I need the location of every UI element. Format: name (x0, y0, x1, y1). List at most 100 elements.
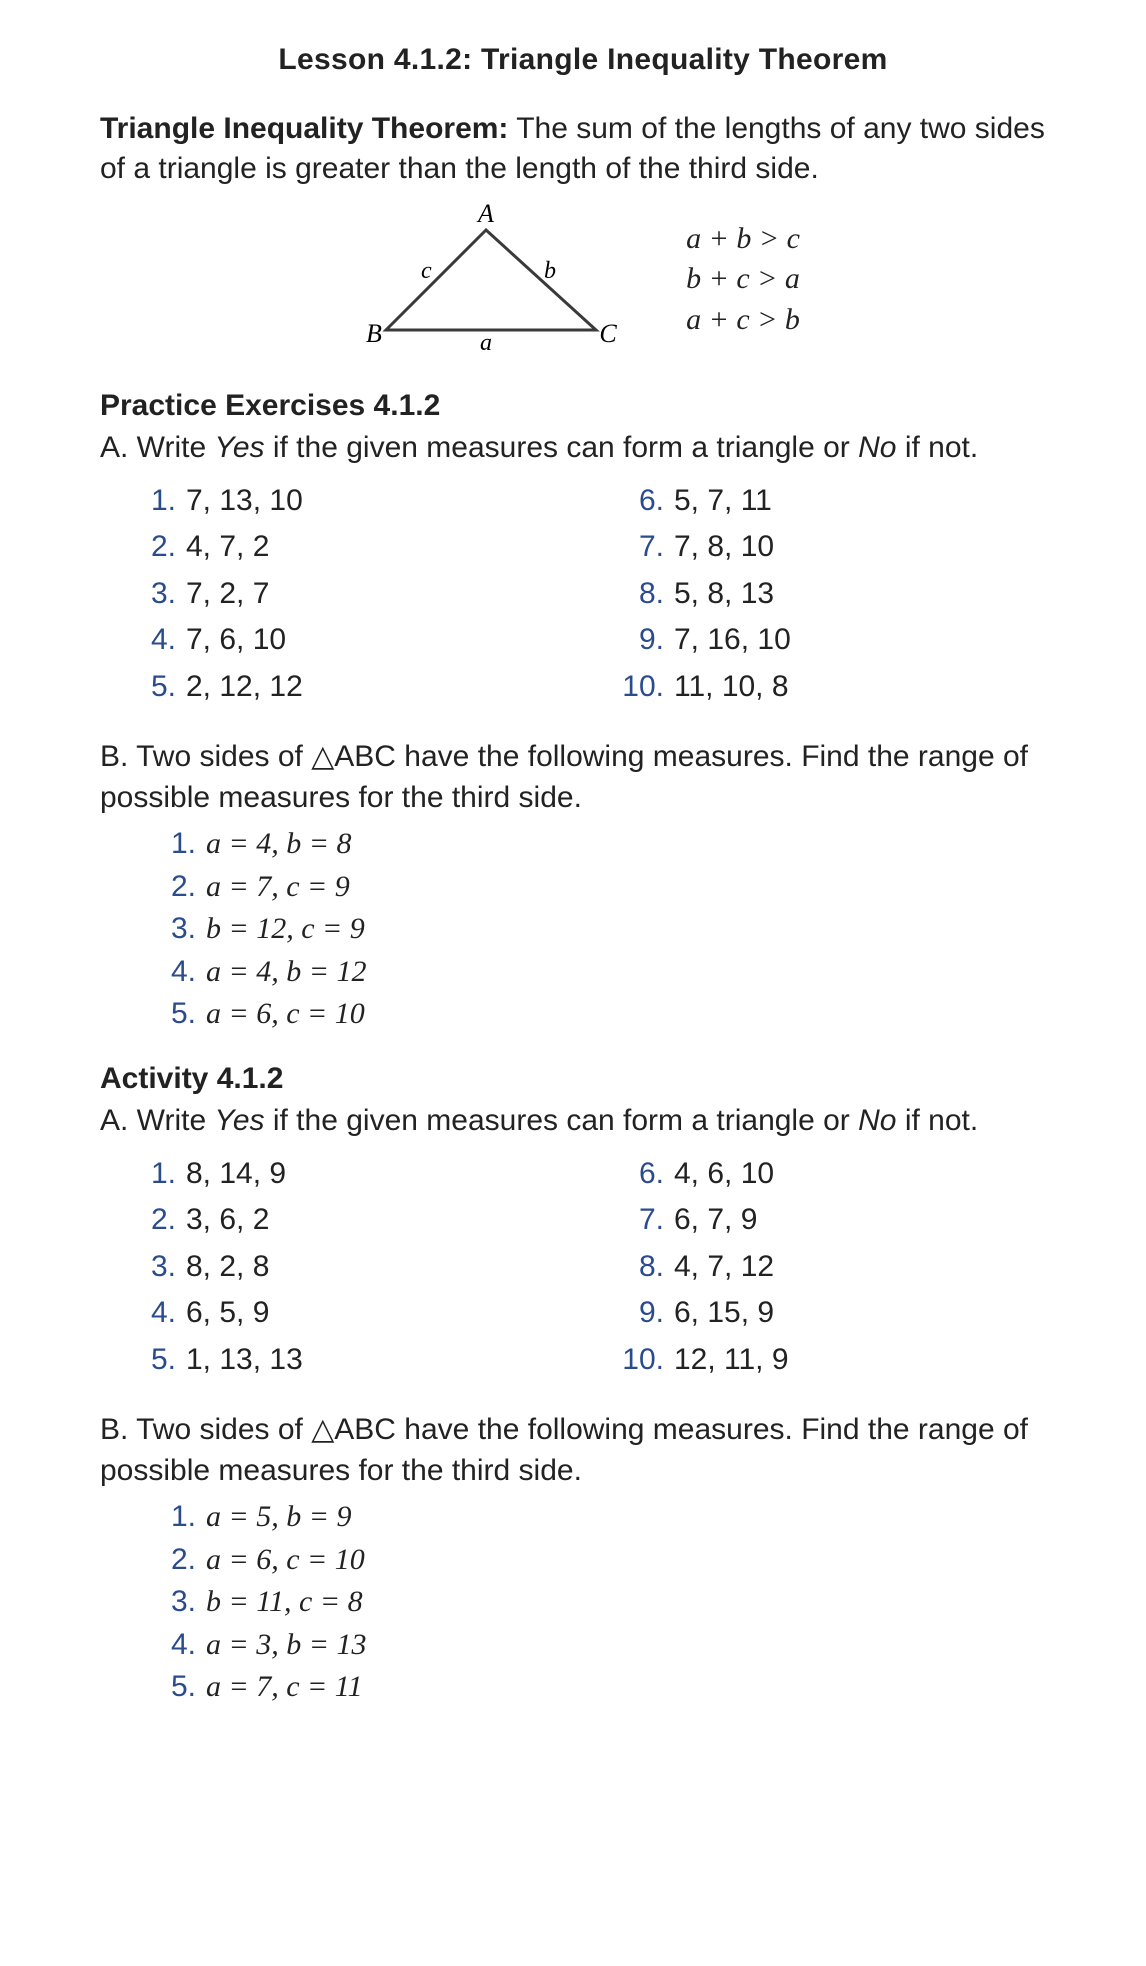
item-number: 3. (150, 909, 206, 950)
item-value: 5, 8, 13 (674, 574, 774, 615)
list-item: 9.6, 15, 9 (618, 1293, 1066, 1334)
list-item: 3.b = 12, c = 9 (150, 909, 1066, 950)
item-number: 10. (618, 667, 674, 708)
list-item: 4.6, 5, 9 (130, 1293, 578, 1334)
item-value: 8, 14, 9 (186, 1154, 286, 1195)
item-value: a = 7, c = 11 (206, 1667, 363, 1708)
item-number: 4. (150, 1625, 206, 1666)
item-number: 4. (130, 620, 186, 661)
item-number: 4. (130, 1293, 186, 1334)
activity-a-prompt-mid: if the given measures can form a triangl… (265, 1104, 859, 1137)
side-c-label: c (421, 258, 432, 284)
list-item: 4.a = 3, b = 13 (150, 1625, 1066, 1666)
item-number: 9. (618, 1293, 674, 1334)
item-value: 1, 13, 13 (186, 1340, 303, 1381)
triangle-diagram: A B C c b a (366, 200, 626, 360)
item-value: a = 4, b = 12 (206, 952, 367, 993)
list-item: 1.7, 13, 10 (130, 481, 578, 522)
practice-heading: Practice Exercises 4.1.2 (100, 386, 1066, 427)
item-number: 2. (130, 527, 186, 568)
item-number: 6. (618, 481, 674, 522)
list-item: 6.5, 7, 11 (618, 481, 1066, 522)
item-number: 7. (618, 1200, 674, 1241)
side-a-label: a (480, 330, 492, 356)
practice-a-prompt-post: if not. (897, 431, 979, 464)
activity-a-col-right: 6.4, 6, 10 7.6, 7, 9 8.4, 7, 12 9.6, 15,… (618, 1148, 1066, 1387)
item-number: 1. (150, 824, 206, 865)
item-value: 7, 6, 10 (186, 620, 286, 661)
activity-a-list: 1.8, 14, 9 2.3, 6, 2 3.8, 2, 8 4.6, 5, 9… (130, 1148, 1066, 1387)
list-item: 8.5, 8, 13 (618, 574, 1066, 615)
item-value: 8, 2, 8 (186, 1247, 269, 1288)
vertex-C-label: C (599, 319, 617, 348)
item-value: 12, 11, 9 (674, 1340, 789, 1381)
practice-b-prompt: B. Two sides of △ABC have the following … (100, 737, 1066, 818)
item-value: a = 7, c = 9 (206, 867, 350, 908)
list-item: 3.7, 2, 7 (130, 574, 578, 615)
practice-a-col-left: 1.7, 13, 10 2.4, 7, 2 3.7, 2, 7 4.7, 6, … (130, 475, 578, 714)
item-value: 4, 7, 2 (186, 527, 269, 568)
item-number: 2. (150, 1540, 206, 1581)
activity-b-list: 1.a = 5, b = 9 2.a = 6, c = 10 3.b = 11,… (150, 1497, 1066, 1708)
vertex-B-label: B (366, 319, 382, 348)
list-item: 10.11, 10, 8 (618, 667, 1066, 708)
list-item: 7.7, 8, 10 (618, 527, 1066, 568)
item-value: a = 4, b = 8 (206, 824, 352, 865)
item-value: 6, 7, 9 (674, 1200, 757, 1241)
activity-a-col-left: 1.8, 14, 9 2.3, 6, 2 3.8, 2, 8 4.6, 5, 9… (130, 1148, 578, 1387)
list-item: 3.b = 11, c = 8 (150, 1582, 1066, 1623)
list-item: 2.a = 6, c = 10 (150, 1540, 1066, 1581)
item-number: 1. (130, 1154, 186, 1195)
item-number: 5. (130, 1340, 186, 1381)
list-item: 1.8, 14, 9 (130, 1154, 578, 1195)
inequality-2: b + c > a (686, 259, 800, 300)
item-number: 3. (150, 1582, 206, 1623)
inequality-1: a + b > c (686, 219, 800, 260)
inequalities: a + b > c b + c > a a + c > b (686, 219, 800, 341)
item-number: 1. (130, 481, 186, 522)
item-value: 7, 16, 10 (674, 620, 791, 661)
practice-b-list: 1.a = 4, b = 8 2.a = 7, c = 9 3.b = 12, … (150, 824, 1066, 1035)
item-value: a = 6, c = 10 (206, 1540, 365, 1581)
list-item: 3.8, 2, 8 (130, 1247, 578, 1288)
item-number: 5. (130, 667, 186, 708)
list-item: 2.3, 6, 2 (130, 1200, 578, 1241)
practice-a-list: 1.7, 13, 10 2.4, 7, 2 3.7, 2, 7 4.7, 6, … (130, 475, 1066, 714)
activity-b-prompt: B. Two sides of △ABC have the following … (100, 1410, 1066, 1491)
item-value: 3, 6, 2 (186, 1200, 269, 1241)
activity-a-prompt: A. Write Yes if the given measures can f… (100, 1101, 1066, 1142)
lesson-title: Lesson 4.1.2: Triangle Inequality Theore… (100, 40, 1066, 81)
item-value: 7, 2, 7 (186, 574, 269, 615)
item-number: 9. (618, 620, 674, 661)
item-number: 3. (130, 1247, 186, 1288)
list-item: 1.a = 5, b = 9 (150, 1497, 1066, 1538)
activity-heading: Activity 4.1.2 (100, 1059, 1066, 1100)
side-b-label: b (544, 258, 556, 284)
practice-a-col-right: 6.5, 7, 11 7.7, 8, 10 8.5, 8, 13 9.7, 16… (618, 475, 1066, 714)
page: Lesson 4.1.2: Triangle Inequality Theore… (0, 0, 1146, 1966)
item-value: b = 11, c = 8 (206, 1582, 363, 1623)
list-item: 4.7, 6, 10 (130, 620, 578, 661)
item-number: 5. (150, 1667, 206, 1708)
practice-a-prompt: A. Write Yes if the given measures can f… (100, 428, 1066, 469)
list-item: 10.12, 11, 9 (618, 1340, 1066, 1381)
item-number: 10. (618, 1340, 674, 1381)
item-value: 4, 7, 12 (674, 1247, 774, 1288)
item-number: 1. (150, 1497, 206, 1538)
practice-a-yes: Yes (214, 431, 264, 464)
item-number: 8. (618, 574, 674, 615)
practice-a-no: No (858, 431, 896, 464)
item-number: 5. (150, 994, 206, 1035)
theorem-statement: Triangle Inequality Theorem: The sum of … (100, 109, 1066, 190)
list-item: 5.1, 13, 13 (130, 1340, 578, 1381)
item-value: a = 5, b = 9 (206, 1497, 352, 1538)
theorem-label: Triangle Inequality Theorem: (100, 112, 508, 145)
activity-a-prompt-pre: A. Write (100, 1104, 214, 1137)
item-number: 7. (618, 527, 674, 568)
activity-a-no: No (858, 1104, 896, 1137)
item-value: 4, 6, 10 (674, 1154, 774, 1195)
practice-a-prompt-pre: A. Write (100, 431, 214, 464)
list-item: 7.6, 7, 9 (618, 1200, 1066, 1241)
item-value: 6, 5, 9 (186, 1293, 269, 1334)
list-item: 9.7, 16, 10 (618, 620, 1066, 661)
